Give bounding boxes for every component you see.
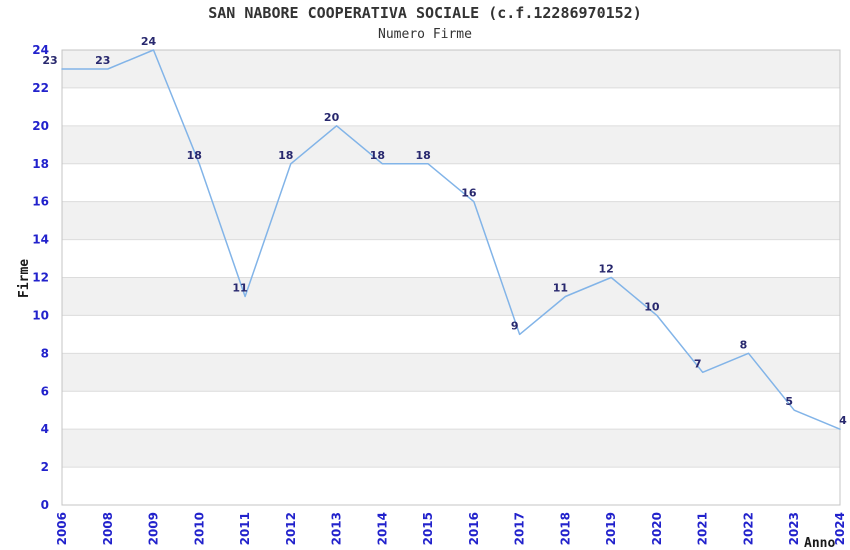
x-tick-label: 2010 — [192, 512, 206, 545]
data-label: 12 — [599, 263, 614, 276]
x-tick-label: 2011 — [238, 512, 252, 545]
x-tick-label: 2021 — [696, 512, 710, 545]
plot-band — [62, 125, 840, 164]
x-tick-label: 2013 — [330, 512, 344, 545]
x-tick-label: 2017 — [513, 512, 527, 545]
y-tick-label: 12 — [32, 271, 49, 285]
chart-subtitle: Numero Firme — [378, 27, 472, 42]
data-label: 10 — [644, 300, 660, 313]
data-label: 18 — [278, 149, 293, 162]
plot-band — [62, 391, 840, 430]
x-tick-label: 2022 — [741, 512, 755, 545]
data-label: 20 — [324, 111, 340, 124]
chart-title: SAN NABORE COOPERATIVA SOCIALE (c.f.1228… — [208, 4, 642, 22]
x-tick-label: 2018 — [558, 512, 572, 545]
y-tick-label: 20 — [32, 119, 49, 133]
data-label: 18 — [187, 149, 202, 162]
y-tick-label: 10 — [32, 308, 49, 322]
x-axis-title: Anno — [804, 536, 835, 550]
data-label: 23 — [95, 54, 110, 67]
plot-band — [62, 277, 840, 316]
y-tick-label: 6 — [41, 384, 49, 398]
data-label: 23 — [42, 54, 57, 67]
data-label: 11 — [232, 281, 247, 294]
plot-band — [62, 429, 840, 468]
x-tick-label: 2016 — [467, 512, 481, 545]
y-tick-label: 22 — [32, 81, 49, 95]
x-tick-label: 2015 — [421, 512, 435, 545]
x-tick-label: 2006 — [55, 512, 69, 545]
x-tick-label: 2020 — [650, 512, 664, 545]
y-axis-title: Firme — [17, 259, 32, 298]
plot-band — [62, 50, 840, 88]
data-label: 8 — [740, 338, 748, 351]
data-label: 4 — [839, 414, 847, 427]
y-tick-label: 8 — [41, 346, 49, 360]
y-tick-label: 14 — [32, 233, 49, 247]
x-tick-label: 2009 — [147, 512, 161, 545]
y-tick-label: 0 — [41, 498, 49, 512]
series-line — [61, 49, 841, 430]
y-tick-label: 24 — [32, 43, 49, 57]
data-label: 7 — [694, 357, 702, 370]
y-tick-label: 2 — [41, 460, 49, 474]
x-tick-label: 2014 — [375, 512, 389, 545]
y-tick-label: 18 — [32, 157, 49, 171]
data-label: 5 — [785, 395, 793, 408]
plot-band — [62, 467, 840, 505]
x-tick-label: 2012 — [284, 512, 298, 545]
data-label: 18 — [415, 149, 430, 162]
plot-band — [62, 201, 840, 240]
data-label: 11 — [553, 281, 568, 294]
plot-border — [61, 49, 841, 506]
data-label: 16 — [461, 187, 477, 200]
y-tick-label: 16 — [32, 195, 49, 209]
plot-band — [62, 239, 840, 278]
x-tick-label: 2023 — [787, 512, 801, 545]
x-tick-label: 2019 — [604, 512, 618, 545]
y-tick-label: 4 — [41, 422, 49, 436]
plot-band — [62, 87, 840, 126]
data-label: 18 — [370, 149, 385, 162]
data-label: 24 — [141, 35, 157, 48]
plot-band — [62, 315, 840, 354]
data-label: 9 — [511, 319, 519, 332]
x-tick-label: 2008 — [101, 512, 115, 545]
plot-band — [62, 353, 840, 392]
x-tick-label: 2024 — [833, 512, 847, 545]
